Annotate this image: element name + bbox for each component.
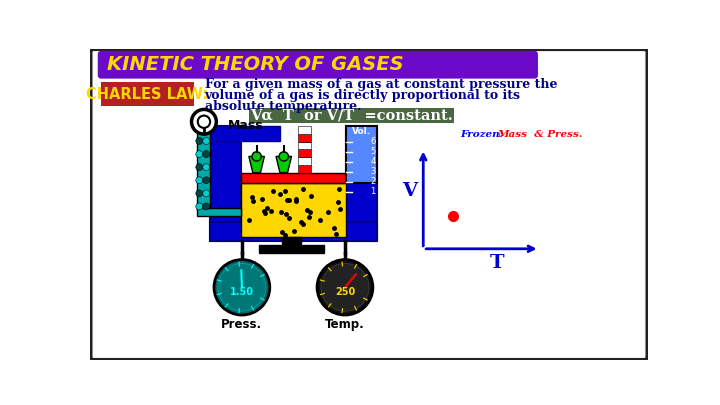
Bar <box>210 222 377 241</box>
FancyBboxPatch shape <box>98 51 538 79</box>
Circle shape <box>203 151 210 158</box>
Circle shape <box>192 109 216 134</box>
Text: Mass: Mass <box>228 119 264 132</box>
Bar <box>299 149 311 157</box>
Text: Vα  T  or V/T  =constant.: Vα T or V/T =constant. <box>250 109 453 123</box>
Circle shape <box>198 115 210 128</box>
Circle shape <box>196 203 203 210</box>
Bar <box>210 126 280 141</box>
Text: 1.50: 1.50 <box>230 287 254 297</box>
Text: For a given mass of a gas at constant pressure the: For a given mass of a gas at constant pr… <box>204 78 557 91</box>
FancyBboxPatch shape <box>91 49 647 360</box>
Text: absolute temperature.: absolute temperature. <box>204 100 361 113</box>
Circle shape <box>279 152 289 161</box>
Bar <box>299 126 311 134</box>
Polygon shape <box>249 156 264 173</box>
Text: 3: 3 <box>371 167 376 176</box>
Text: T: T <box>490 254 504 272</box>
Bar <box>282 237 301 247</box>
Bar <box>299 142 311 149</box>
Bar <box>259 245 324 253</box>
Circle shape <box>203 138 210 145</box>
Circle shape <box>196 151 203 158</box>
Bar <box>249 108 454 123</box>
Bar <box>101 82 194 107</box>
Text: 4: 4 <box>371 157 376 166</box>
Text: 5: 5 <box>371 147 376 156</box>
Circle shape <box>196 164 203 171</box>
Circle shape <box>203 177 210 184</box>
Circle shape <box>196 190 203 197</box>
Polygon shape <box>276 156 292 173</box>
Bar <box>346 126 377 241</box>
Bar <box>346 126 377 183</box>
Circle shape <box>196 177 203 184</box>
Circle shape <box>214 260 270 315</box>
Bar <box>241 173 346 183</box>
Text: 1: 1 <box>371 188 376 196</box>
Bar <box>299 157 311 165</box>
Text: Press.: Press. <box>221 318 263 331</box>
Text: Temp.: Temp. <box>325 318 365 331</box>
Text: CHARLES LAW:: CHARLES LAW: <box>86 87 209 102</box>
Text: Mass  & Press.: Mass & Press. <box>497 130 582 139</box>
Bar <box>210 126 241 241</box>
Circle shape <box>203 190 210 197</box>
Text: 250: 250 <box>335 287 355 297</box>
Text: Vol.: Vol. <box>351 127 371 136</box>
Text: volume of a gas is directly proportional to its: volume of a gas is directly proportional… <box>204 89 521 102</box>
Text: KINETIC THEORY OF GASES: KINETIC THEORY OF GASES <box>107 55 404 74</box>
Circle shape <box>252 152 261 161</box>
Bar <box>299 134 311 142</box>
Bar <box>197 126 210 210</box>
Bar <box>241 183 346 237</box>
Bar <box>197 208 241 216</box>
Text: V: V <box>402 182 417 200</box>
Circle shape <box>321 263 369 311</box>
Circle shape <box>317 260 373 315</box>
Text: Frozen:: Frozen: <box>461 130 504 139</box>
Circle shape <box>196 138 203 145</box>
Text: 2: 2 <box>371 177 376 186</box>
Bar <box>299 165 311 173</box>
Circle shape <box>218 263 266 311</box>
Circle shape <box>203 164 210 171</box>
Text: 6: 6 <box>371 137 376 146</box>
Circle shape <box>203 203 210 210</box>
